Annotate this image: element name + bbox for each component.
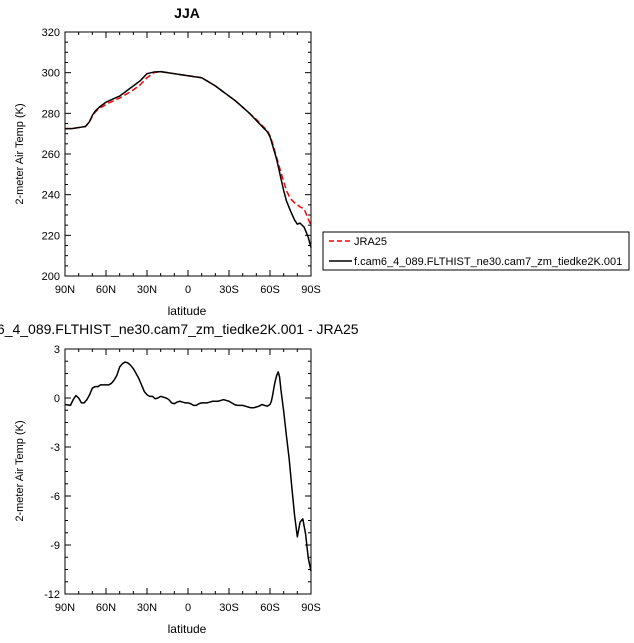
top-x-tick-label: 0	[185, 284, 191, 296]
bottom-x-tick-label: 30S	[219, 602, 239, 614]
bottom-x-tick-label: 90S	[301, 602, 321, 614]
bottom-plot-frame	[64, 348, 312, 595]
bottom-x-tick-label: 60N	[96, 602, 116, 614]
bottom-panel: am6_4_089.FLTHIST_ne30.cam7_zm_tiedke2K.…	[0, 321, 359, 636]
legend: JRA25 f.cam6_4_089.FLTHIST_ne30.cam7_zm_…	[322, 231, 630, 271]
top-x-tick-label: 30S	[219, 284, 239, 296]
top-y-tick-label: 320	[42, 27, 60, 39]
top-y-tick-label: 260	[42, 149, 60, 161]
top-y-tick-label: 220	[42, 230, 60, 242]
bottom-plot-area: 90N 60N 30N 0 30S 60S 90S 3 0 -3 -6 -9 -12	[44, 344, 321, 614]
bottom-x-tick-label: 0	[185, 602, 191, 614]
bottom-title: am6_4_089.FLTHIST_ne30.cam7_zm_tiedke2K.…	[0, 321, 359, 337]
legend-label-model: f.cam6_4_089.FLTHIST_ne30.cam7_zm_tiedke…	[354, 256, 622, 268]
bottom-y-tick-label: -9	[50, 540, 60, 552]
top-title: JJA	[174, 5, 200, 21]
bottom-y-tick-label: 3	[54, 344, 60, 356]
legend-label-jra25: JRA25	[354, 236, 387, 248]
top-plot-area: 90N 60N 30N 0 30S 60S 90S 200 220 240 260 280 300 320	[42, 27, 321, 296]
top-x-tick-label: 60S	[260, 284, 280, 296]
bottom-y-tick-label: -6	[50, 491, 60, 503]
top-y-axis-label: 2-meter Air Temp (K)	[14, 103, 26, 204]
bottom-x-tick-label: 30N	[137, 602, 157, 614]
bottom-y-axis-label: 2-meter Air Temp (K)	[14, 420, 26, 521]
top-plot-frame	[64, 31, 312, 277]
top-y-tick-label: 300	[42, 68, 60, 80]
top-x-tick-label: 30N	[137, 284, 157, 296]
bottom-x-tick-label: 90N	[55, 602, 75, 614]
top-y-tick-label: 280	[42, 108, 60, 120]
top-x-tick-label: 90S	[301, 284, 321, 296]
top-x-axis-label: latitude	[168, 304, 207, 318]
bottom-y-tick-label: -12	[44, 589, 60, 601]
bottom-y-tick-label: 0	[54, 393, 60, 405]
bottom-series-line-difference	[64, 361, 312, 572]
top-series-line-model	[65, 70, 312, 248]
top-y-tick-label: 200	[42, 271, 60, 283]
top-y-tick-label: 240	[42, 190, 60, 202]
bottom-x-tick-label: 60S	[260, 602, 280, 614]
bottom-y-tick-label: -3	[50, 442, 60, 454]
bottom-x-axis-label: latitude	[168, 622, 207, 636]
top-x-tick-label: 60N	[96, 284, 116, 296]
top-panel: JJA 90N 60N 30N 0 30S 60S 90S 200 220 240 260 280 30…	[14, 5, 321, 318]
legend-frame	[322, 231, 630, 271]
top-x-tick-label: 90N	[55, 284, 75, 296]
